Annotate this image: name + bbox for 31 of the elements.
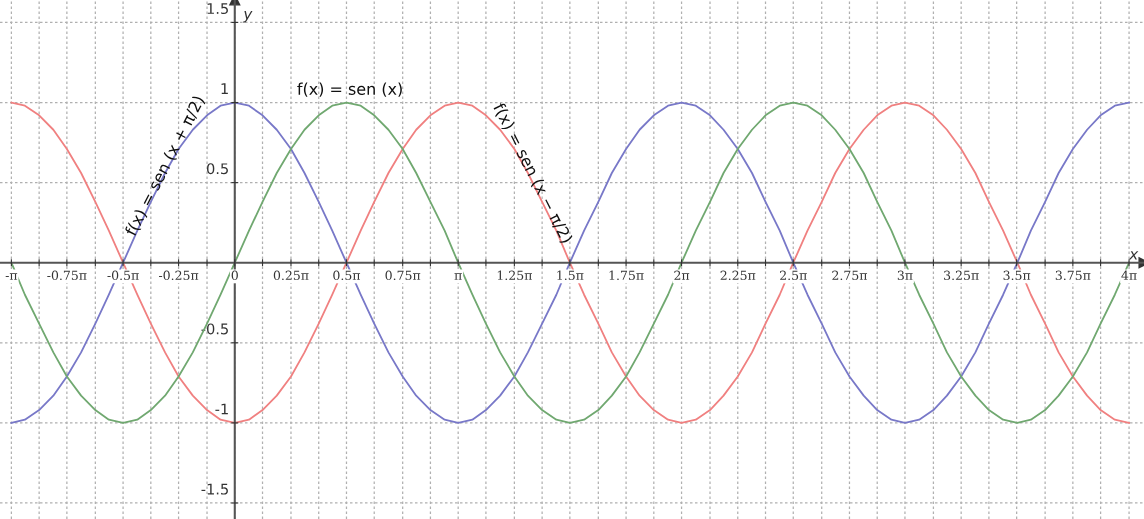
x-tick-label: 2.75π [832,270,868,281]
annotation: f(x) = sen (x − π/2) [491,101,574,245]
annotation: f(x) = sen (x + π/2) [123,94,207,238]
x-tick-label: 3.25π [944,270,979,281]
x-tick-label: 3.5π [1003,270,1031,281]
x-tick-label: 2.25π [720,270,756,281]
x-tick-label: -0.5π [107,270,139,281]
y-tick-label: -1 [215,403,228,415]
x-tick-label: 1.75π [609,270,644,281]
x-tick-label: 2π [674,270,690,280]
x-tick-label: 2.5π [780,270,807,281]
x-tick-label: 0.5π [333,270,361,281]
y-tick-label: 1.5 [207,3,228,15]
x-tick-label: 1.25π [497,270,532,281]
x-tick-label: π [454,273,462,280]
y-tick-label: 1 [221,83,228,94]
x-tick-label: 3π [897,270,913,281]
x-tick-label: 1.5π [557,270,584,281]
y-tick-label: 0.5 [206,163,228,175]
y-axis-title: y [242,11,253,23]
x-tick-label: -0.25π [158,270,199,281]
x-tick-label: 0 [231,270,238,281]
x-tick-label: 0.75π [385,270,421,281]
annotation: f(x) = sen (x) [297,82,402,97]
x-tick-label: 4π [1121,270,1137,280]
x-tick-label: -π [5,273,18,280]
x-tick-label: -0.75π [47,270,87,281]
y-tick-label: -1.5 [201,483,228,495]
x-tick-label: 3.75π [1055,270,1091,281]
x-tick-label: 0.25π [273,270,309,281]
x-axis-title: x [1128,251,1139,260]
